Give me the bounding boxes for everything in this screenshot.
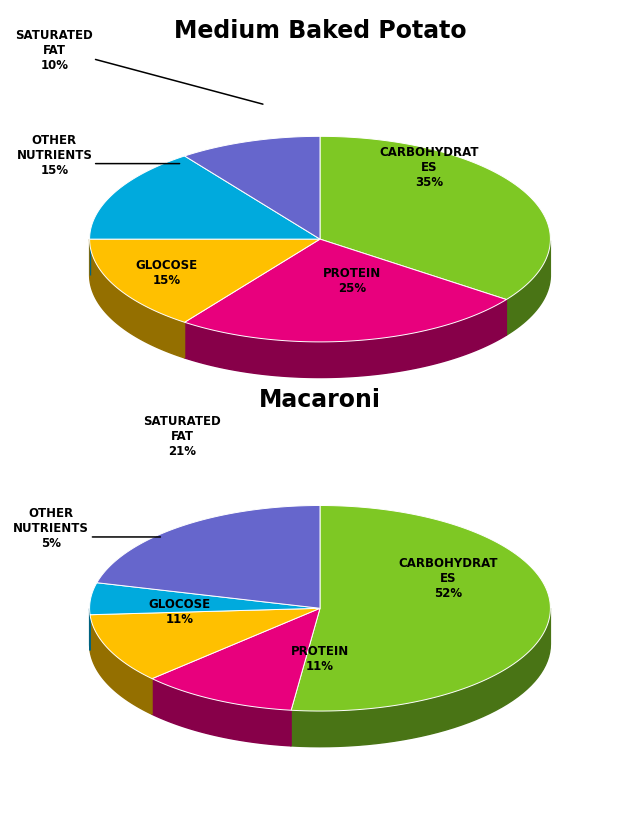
Text: GLOCOSE
15%: GLOCOSE 15%: [135, 258, 198, 287]
Text: OTHER
NUTRIENTS
5%: OTHER NUTRIENTS 5%: [13, 507, 89, 550]
Text: SATURATED
FAT
21%: SATURATED FAT 21%: [143, 414, 221, 458]
Polygon shape: [291, 608, 550, 747]
Polygon shape: [291, 505, 550, 711]
Polygon shape: [320, 136, 550, 300]
Polygon shape: [97, 505, 320, 608]
Polygon shape: [506, 241, 550, 336]
Polygon shape: [90, 608, 320, 679]
Polygon shape: [184, 136, 320, 239]
Polygon shape: [90, 239, 320, 322]
Polygon shape: [152, 608, 320, 711]
Text: Macaroni: Macaroni: [259, 388, 381, 412]
Polygon shape: [90, 239, 184, 358]
Text: OTHER
NUTRIENTS
15%: OTHER NUTRIENTS 15%: [17, 133, 92, 177]
Text: PROTEIN
11%: PROTEIN 11%: [291, 644, 349, 673]
Text: the nutritional consistency of two dinners: the nutritional consistency of two dinne…: [40, 800, 600, 824]
Polygon shape: [90, 583, 320, 615]
Polygon shape: [90, 156, 320, 239]
Text: CARBOHYDRAT
ES
52%: CARBOHYDRAT ES 52%: [398, 557, 498, 601]
Polygon shape: [90, 615, 152, 714]
Text: CARBOHYDRAT
ES
35%: CARBOHYDRAT ES 35%: [379, 146, 479, 190]
Text: PROTEIN
25%: PROTEIN 25%: [323, 267, 381, 295]
Polygon shape: [152, 679, 291, 746]
Text: Medium Baked Potato: Medium Baked Potato: [173, 19, 467, 43]
Polygon shape: [184, 239, 506, 341]
Polygon shape: [184, 300, 506, 378]
Text: SATURATED
FAT
10%: SATURATED FAT 10%: [15, 29, 93, 72]
Text: GLOCOSE
11%: GLOCOSE 11%: [148, 598, 211, 627]
